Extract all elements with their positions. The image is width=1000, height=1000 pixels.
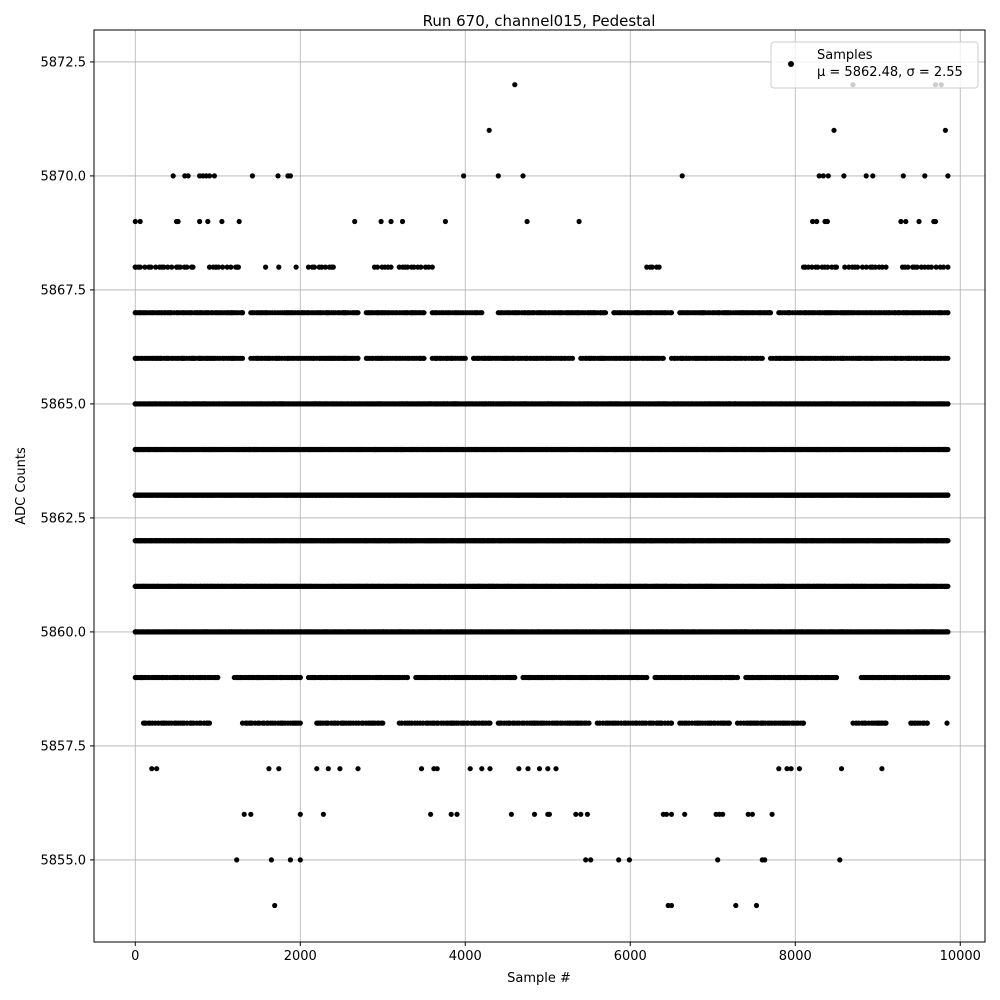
- data-point: [945, 446, 951, 453]
- data-point: [945, 492, 951, 498]
- data-point: [421, 355, 427, 361]
- data-point: [239, 355, 246, 361]
- data-point: [602, 310, 609, 316]
- data-point: [945, 401, 951, 407]
- data-point: [421, 310, 427, 316]
- data-point: [462, 355, 468, 361]
- data-point: [759, 355, 765, 361]
- data-point: [479, 310, 485, 316]
- data-point: [767, 310, 774, 316]
- data-points: [132, 82, 951, 909]
- data-point: [945, 310, 951, 316]
- data-point: [355, 310, 361, 316]
- data-point: [355, 355, 361, 361]
- data-point: [668, 310, 675, 316]
- data-point: [660, 355, 666, 361]
- data-point: [239, 310, 246, 316]
- data-point: [945, 355, 951, 361]
- data-point: [569, 355, 576, 361]
